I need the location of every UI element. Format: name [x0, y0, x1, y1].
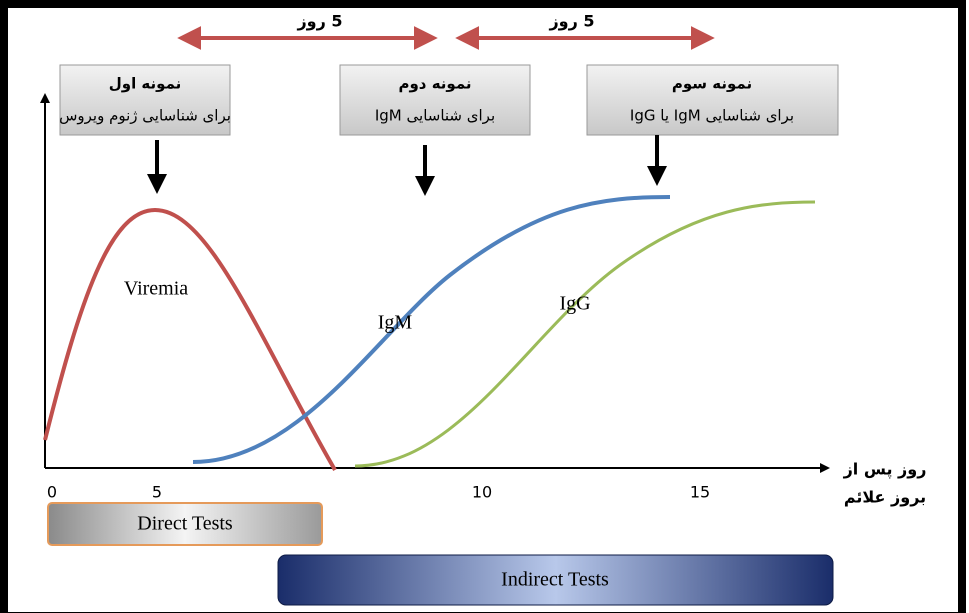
bar-label: Indirect Tests	[501, 569, 609, 591]
interval-label: 5 روز	[296, 12, 342, 31]
sample-box	[339, 64, 531, 136]
curve-label: IgG	[559, 293, 590, 315]
tick-label: 5	[152, 483, 162, 502]
sample-title: نمونه دوم	[398, 75, 471, 93]
sample-title: نمونه اول	[109, 75, 182, 93]
tick-label: 0	[47, 483, 57, 502]
axis-label: روز پس از	[843, 460, 927, 480]
curve-label: Viremia	[124, 278, 188, 300]
sample-subtitle: برای شناسایی IgM	[375, 107, 495, 125]
tick-label: 15	[690, 483, 710, 502]
axis-label: بروز علائم	[844, 488, 926, 507]
direct-tests-bar	[47, 502, 323, 546]
sample-title: نمونه سوم	[672, 75, 752, 93]
tick-label: 10	[472, 483, 492, 502]
sample-subtitle: برای شناسایی ژنوم ویروس	[59, 107, 231, 125]
sample-box	[586, 64, 839, 136]
indirect-tests-bar	[277, 554, 834, 606]
curve-label: IgM	[378, 312, 413, 334]
bar-label: Direct Tests	[137, 513, 233, 535]
igg-curve	[354, 200, 816, 468]
sample-subtitle: برای شناسایی IgM یا IgG	[630, 107, 794, 125]
viremia-curve	[43, 207, 337, 471]
interval-label: 5 روز	[548, 12, 594, 31]
igm-curve	[192, 195, 671, 464]
sample-box	[59, 64, 231, 136]
